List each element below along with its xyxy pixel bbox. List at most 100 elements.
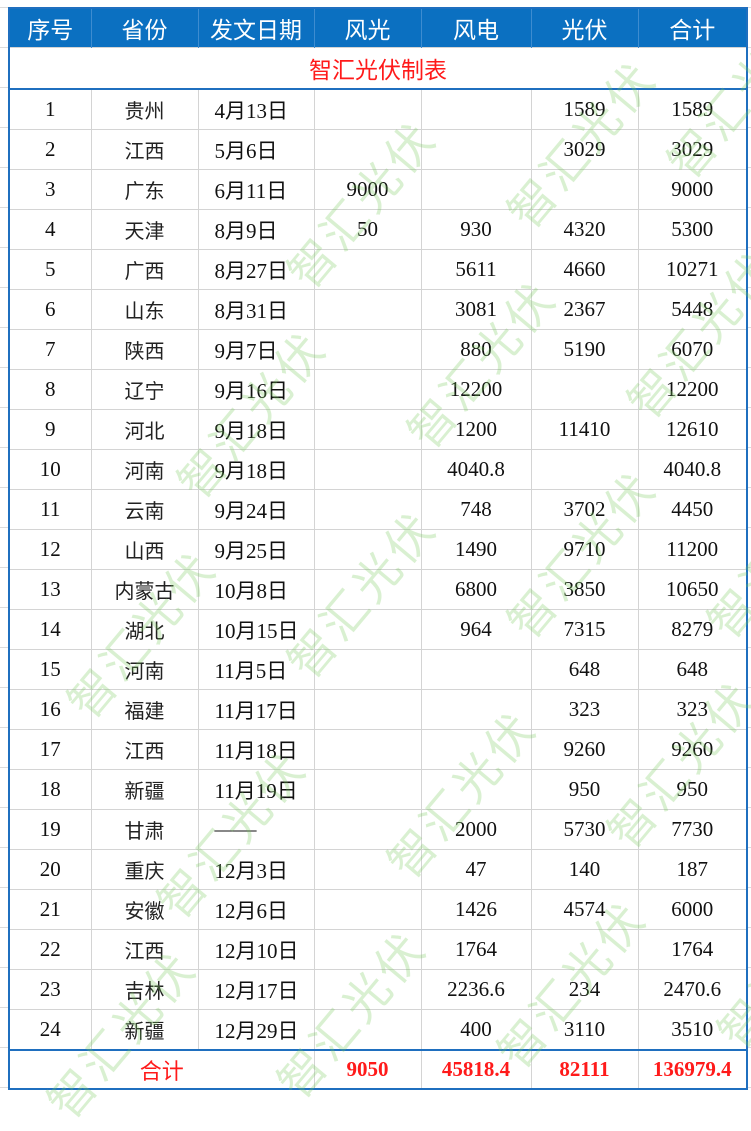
cell-wind[interactable]: 5611 xyxy=(420,249,532,290)
cell-wind-solar[interactable] xyxy=(313,849,422,890)
cell-total[interactable]: 6000 xyxy=(637,889,748,930)
cell-wind[interactable] xyxy=(420,88,532,130)
cell-total[interactable]: 3510 xyxy=(637,1009,748,1051)
header-total[interactable]: 合计 xyxy=(637,8,747,48)
cell-wind-solar[interactable] xyxy=(313,289,422,330)
cell-wind-solar[interactable] xyxy=(313,529,422,570)
cell-wind[interactable] xyxy=(420,129,532,170)
cell-wind-solar[interactable] xyxy=(313,769,422,810)
cell-index[interactable]: 3 xyxy=(8,169,92,210)
total-wind-solar[interactable]: 9050 xyxy=(313,1049,422,1090)
cell-province[interactable]: 贵州 xyxy=(90,88,199,130)
cell-date[interactable]: 8月9日 xyxy=(197,209,315,250)
cell-province[interactable]: 重庆 xyxy=(90,849,199,890)
cell-date[interactable]: 9月24日 xyxy=(197,489,315,530)
cell-wind-solar[interactable] xyxy=(313,689,422,730)
cell-wind[interactable]: 47 xyxy=(420,849,532,890)
cell-total[interactable]: 5300 xyxy=(637,209,748,250)
cell-pv[interactable]: 7315 xyxy=(530,609,639,650)
cell-province[interactable]: 新疆 xyxy=(90,769,199,810)
total-wind[interactable]: 45818.4 xyxy=(420,1049,532,1090)
cell-date[interactable]: 5月6日 xyxy=(197,129,315,170)
cell-wind-solar[interactable] xyxy=(313,569,422,610)
cell-date[interactable]: 12月3日 xyxy=(197,849,315,890)
cell-date[interactable]: 6月11日 xyxy=(197,169,315,210)
cell-wind-solar[interactable] xyxy=(313,449,422,490)
header-province[interactable]: 省份 xyxy=(90,8,198,48)
table-title[interactable]: 智汇光伏制表 xyxy=(8,47,748,90)
cell-index[interactable]: 11 xyxy=(8,489,92,530)
cell-total[interactable]: 187 xyxy=(637,849,748,890)
cell-pv[interactable] xyxy=(530,929,639,970)
cell-wind-solar[interactable] xyxy=(313,129,422,170)
cell-province[interactable]: 云南 xyxy=(90,489,199,530)
cell-total[interactable]: 9000 xyxy=(637,169,748,210)
cell-pv[interactable] xyxy=(530,169,639,210)
cell-province[interactable]: 河南 xyxy=(90,649,199,690)
cell-index[interactable]: 24 xyxy=(8,1009,92,1051)
cell-date[interactable]: 8月31日 xyxy=(197,289,315,330)
cell-pv[interactable]: 648 xyxy=(530,649,639,690)
cell-wind-solar[interactable] xyxy=(313,889,422,930)
cell-pv[interactable]: 3029 xyxy=(530,129,639,170)
header-wind-solar[interactable]: 风光 xyxy=(313,8,421,48)
cell-province[interactable]: 甘肃 xyxy=(90,809,199,850)
cell-province[interactable]: 河南 xyxy=(90,449,199,490)
cell-index[interactable]: 9 xyxy=(8,409,92,450)
cell-date[interactable]: 12月29日 xyxy=(197,1009,315,1051)
cell-index[interactable]: 22 xyxy=(8,929,92,970)
cell-province[interactable]: 江西 xyxy=(90,929,199,970)
cell-total[interactable]: 8279 xyxy=(637,609,748,650)
cell-wind[interactable]: 880 xyxy=(420,329,532,370)
cell-province[interactable]: 天津 xyxy=(90,209,199,250)
cell-wind-solar[interactable] xyxy=(313,489,422,530)
total-sum[interactable]: 136979.4 xyxy=(637,1049,748,1090)
cell-province[interactable]: 辽宁 xyxy=(90,369,199,410)
cell-total[interactable]: 648 xyxy=(637,649,748,690)
total-pv[interactable]: 82111 xyxy=(530,1049,639,1090)
cell-index[interactable]: 15 xyxy=(8,649,92,690)
cell-pv[interactable]: 11410 xyxy=(530,409,639,450)
cell-province[interactable]: 福建 xyxy=(90,689,199,730)
cell-pv[interactable]: 2367 xyxy=(530,289,639,330)
cell-province[interactable]: 吉林 xyxy=(90,969,199,1010)
cell-index[interactable]: 12 xyxy=(8,529,92,570)
cell-date[interactable]: 12月10日 xyxy=(197,929,315,970)
cell-wind-solar[interactable] xyxy=(313,88,422,130)
cell-province[interactable]: 江西 xyxy=(90,129,199,170)
cell-pv[interactable]: 3702 xyxy=(530,489,639,530)
cell-wind[interactable]: 964 xyxy=(420,609,532,650)
cell-index[interactable]: 10 xyxy=(8,449,92,490)
total-label[interactable]: 合计 xyxy=(8,1049,315,1090)
cell-index[interactable]: 2 xyxy=(8,129,92,170)
cell-pv[interactable]: 1589 xyxy=(530,88,639,130)
cell-index[interactable]: 7 xyxy=(8,329,92,370)
cell-wind[interactable]: 2000 xyxy=(420,809,532,850)
cell-pv[interactable]: 140 xyxy=(530,849,639,890)
cell-province[interactable]: 安徽 xyxy=(90,889,199,930)
cell-index[interactable]: 23 xyxy=(8,969,92,1010)
cell-wind[interactable]: 930 xyxy=(420,209,532,250)
cell-province[interactable]: 广东 xyxy=(90,169,199,210)
cell-wind-solar[interactable] xyxy=(313,809,422,850)
cell-pv[interactable] xyxy=(530,369,639,410)
cell-index[interactable]: 19 xyxy=(8,809,92,850)
cell-wind[interactable]: 1200 xyxy=(420,409,532,450)
cell-date[interactable]: 11月17日 xyxy=(197,689,315,730)
cell-total[interactable]: 9260 xyxy=(637,729,748,770)
cell-province[interactable]: 河北 xyxy=(90,409,199,450)
cell-total[interactable]: 4040.8 xyxy=(637,449,748,490)
cell-total[interactable]: 950 xyxy=(637,769,748,810)
cell-pv[interactable]: 234 xyxy=(530,969,639,1010)
cell-wind-solar[interactable]: 50 xyxy=(313,209,422,250)
cell-date[interactable]: 11月18日 xyxy=(197,729,315,770)
cell-total[interactable]: 10271 xyxy=(637,249,748,290)
cell-wind-solar[interactable] xyxy=(313,609,422,650)
cell-total[interactable]: 11200 xyxy=(637,529,748,570)
cell-date[interactable]: 9月7日 xyxy=(197,329,315,370)
cell-wind[interactable] xyxy=(420,649,532,690)
cell-wind-solar[interactable] xyxy=(313,409,422,450)
cell-index[interactable]: 16 xyxy=(8,689,92,730)
cell-wind-solar[interactable] xyxy=(313,369,422,410)
cell-wind[interactable]: 3081 xyxy=(420,289,532,330)
